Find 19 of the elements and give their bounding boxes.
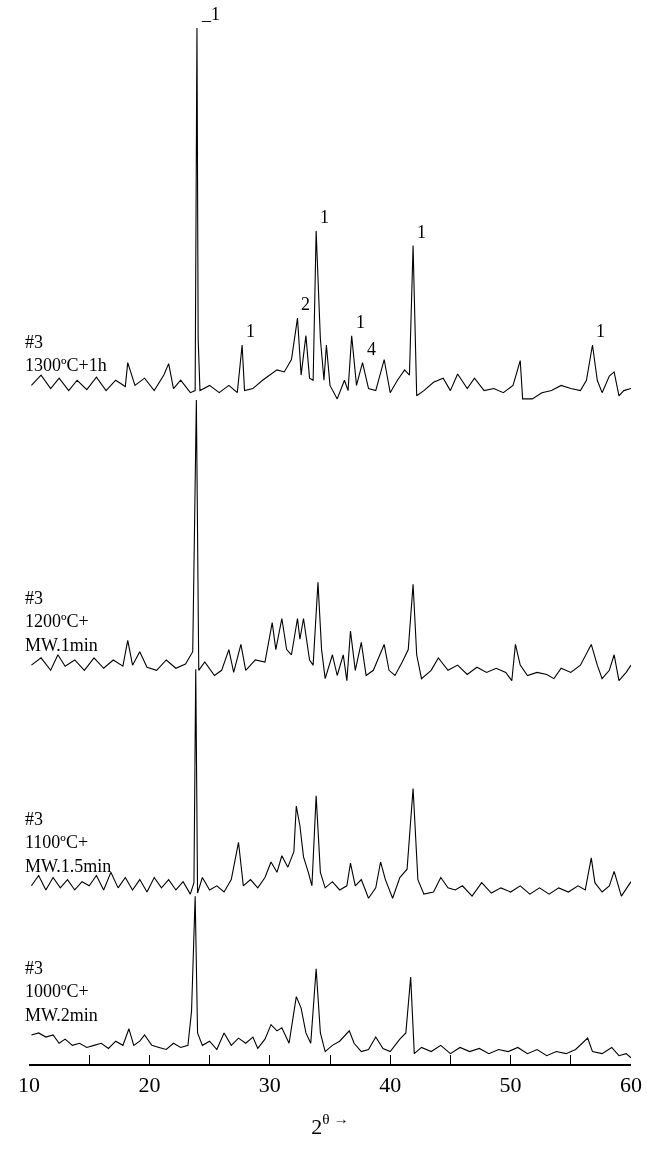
x-tick-label: 30 — [258, 1072, 281, 1098]
series-label: #3 1100ºC+ MW.1.5min — [25, 809, 112, 876]
x-tick-label: 20 — [138, 1072, 161, 1098]
x-tick-label: 60 — [620, 1072, 642, 1098]
annotation: _1 — [201, 4, 220, 24]
annotation: 4 — [367, 339, 376, 359]
annotation: 1 — [356, 312, 365, 332]
annotation: 1 — [596, 321, 605, 341]
x-tick-label: 40 — [379, 1072, 402, 1098]
series-label: #3 1000ºC+ MW.2min — [25, 958, 98, 1025]
x-tick-label: 10 — [18, 1072, 40, 1098]
series-label: #3 1200ºC+ MW.1min — [25, 588, 98, 655]
annotation: 1 — [320, 207, 329, 227]
series-label: #3 1300ºC+1h — [25, 332, 107, 376]
x-tick-label: 50 — [499, 1072, 522, 1098]
annotation: 1 — [246, 321, 255, 341]
x-axis-title: 2$^{θ →}$ — [311, 1110, 349, 1139]
annotation: 2 — [301, 294, 310, 314]
annotation: 1 — [417, 222, 426, 242]
